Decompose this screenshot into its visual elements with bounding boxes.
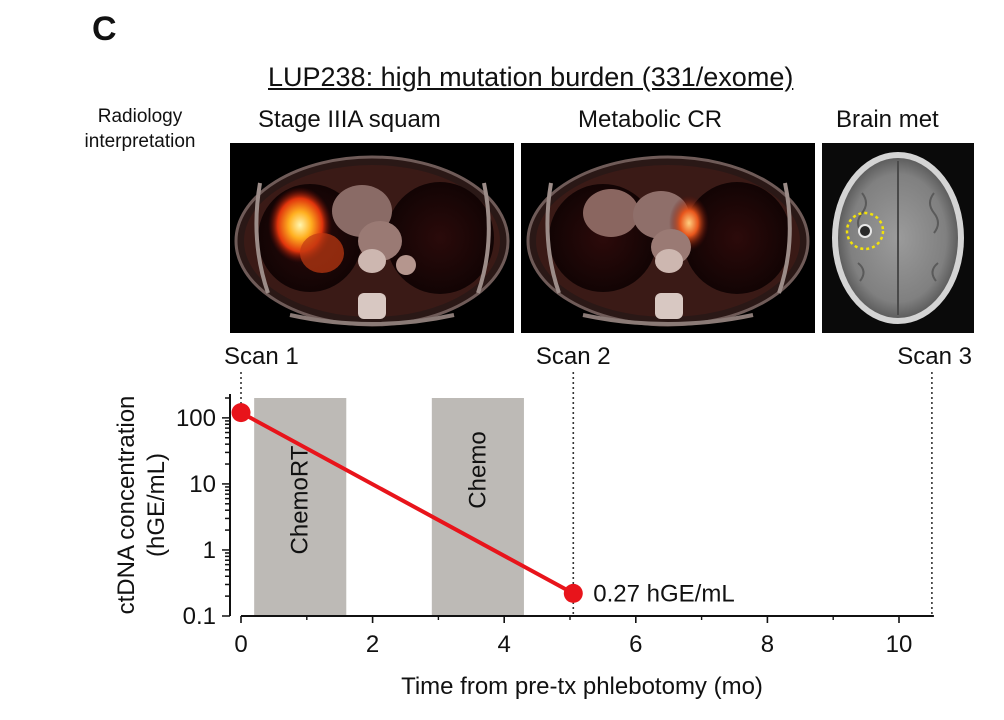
scan-marker-label: Scan 1 (224, 343, 299, 370)
treatment-label: ChemoRT (287, 445, 314, 554)
x-tick-label: 8 (761, 631, 774, 658)
chart-labels: 0.27 hGE/mL Time from pre-tx phlebotomy (… (113, 396, 763, 700)
treatment-bands: ChemoRT Chemo (254, 398, 524, 616)
mri-brain-image-scan3 (822, 143, 974, 333)
lesion-circle (845, 211, 885, 251)
x-tick-label: 2 (366, 631, 379, 658)
row-label-line1: Radiology (97, 106, 183, 127)
scan-marker-label: Scan 2 (536, 343, 611, 370)
pet-ct-chest-image-scan2 (521, 143, 815, 333)
x-tick-label: 4 (498, 631, 511, 658)
treatment-band (254, 398, 347, 616)
treatment-label: Chemo (464, 431, 491, 508)
row-label: Radiology interpretation (60, 104, 220, 154)
ctdna-series (231, 403, 583, 603)
scan-time-lines: Scan 1 Scan 2 Scan 3 (224, 343, 972, 616)
scan-marker-label: Scan 3 (897, 343, 972, 370)
y-tick-label: 10 (189, 471, 216, 498)
y-axis-title-line1: ctDNA concentration (113, 396, 140, 615)
x-tick-label: 6 (629, 631, 642, 658)
y-tick-label: 0.1 (183, 603, 216, 630)
x-tick-label: 0 (234, 631, 247, 658)
y-axis-title-line2: (hGE/mL) (143, 453, 170, 557)
series-line (240, 410, 575, 596)
scan2-caption: Metabolic CR (578, 106, 723, 133)
case-title: LUP238: high mutation burden (331/exome) (268, 62, 794, 92)
scan1-caption: Stage IIIA squam (258, 106, 441, 133)
scan3-caption: Brain met (836, 106, 939, 133)
y-tick-label: 100 (176, 405, 216, 432)
treatment-band (431, 398, 524, 616)
panel-letter: C (92, 10, 117, 48)
axes: 0.1 1 10 100 0 2 4 6 8 10 (176, 394, 934, 658)
y-tick-label: 1 (203, 537, 216, 564)
data-point (563, 583, 583, 603)
data-point (231, 403, 251, 423)
value-annotation: 0.27 hGE/mL (593, 580, 734, 607)
x-axis-title: Time from pre-tx phlebotomy (mo) (401, 673, 763, 700)
ctdna-chart: ChemoRT Chemo Scan 1 Scan 2 Scan 3 0.1 1 10 10… (113, 343, 972, 700)
x-tick-label: 10 (886, 631, 913, 658)
pet-ct-chest-image-scan1 (230, 143, 514, 333)
row-label-line2: interpretation (84, 131, 196, 152)
